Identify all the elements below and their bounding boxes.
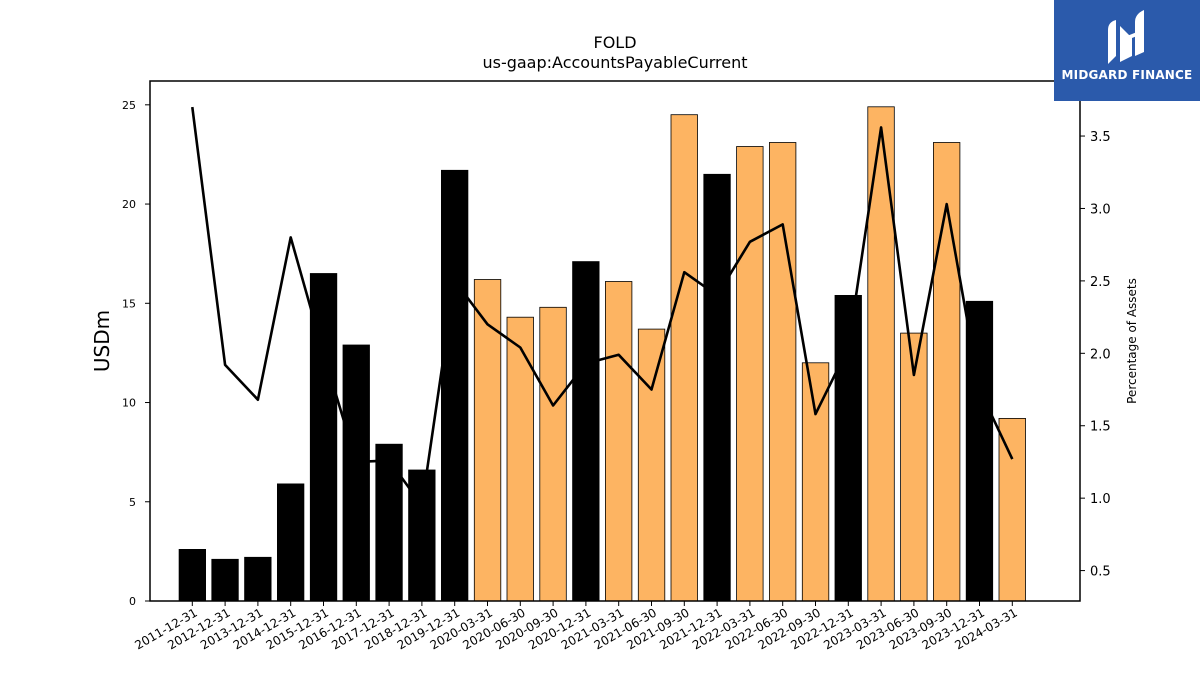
y-tick-label-right: 1.5 (1090, 420, 1111, 435)
y-tick-label-left: 25 (122, 99, 136, 112)
y-axis-label-right: Percentage of Assets (1125, 278, 1139, 404)
bars-layer (178, 106, 1026, 602)
y-tick-label-right: 1.0 (1090, 492, 1111, 507)
bar-2021-06-30 (637, 328, 666, 602)
y-tick-label-right: 3.5 (1090, 130, 1111, 145)
bar-2018-12-31 (408, 469, 436, 602)
y-tick-label-left: 10 (122, 397, 136, 410)
bar-2022-09-30 (801, 362, 830, 602)
bar-2013-12-31 (244, 556, 272, 602)
bar-2019-12-31 (440, 169, 469, 602)
y-axis-label-left: USDm (90, 310, 114, 372)
bar-2022-03-31 (736, 146, 764, 602)
bar-2020-06-30 (506, 316, 534, 602)
logo-text: MIDGARD FINANCE (1061, 68, 1193, 82)
bar-2023-09-30 (933, 142, 961, 602)
chart-subtitle: us-gaap:AccountsPayableCurrent (482, 53, 747, 72)
bar-2015-12-31 (309, 273, 338, 602)
bar-2021-09-30 (670, 114, 698, 602)
bar-2020-12-31 (572, 261, 600, 602)
y-tick-label-left: 15 (122, 297, 136, 310)
bar-2020-09-30 (539, 306, 567, 602)
brand-logo: MIDGARD FINANCE (1054, 0, 1200, 101)
y-tick-label-right: 2.0 (1090, 347, 1111, 362)
y-tick-label-left: 20 (122, 198, 136, 211)
plot-frame (149, 80, 1081, 602)
bar-2014-12-31 (276, 483, 305, 602)
bar-2012-12-31 (211, 558, 239, 602)
bar-2023-06-30 (900, 332, 928, 602)
bar-2020-03-31 (473, 279, 502, 602)
bar-2022-06-30 (769, 142, 797, 602)
y-tick-label-right: 0.5 (1090, 565, 1111, 580)
bar-2023-12-31 (965, 300, 994, 602)
y-tick-label-left: 5 (129, 496, 136, 509)
y-tick-label-left: 0 (129, 595, 136, 608)
percentage-line (191, 106, 1014, 507)
bar-2021-12-31 (703, 173, 731, 602)
line-layer (191, 106, 1014, 507)
y-tick-label-right: 3.0 (1090, 202, 1111, 217)
midgard-m-icon (1108, 10, 1144, 64)
bar-2024-03-31 (998, 417, 1026, 602)
bar-2017-12-31 (375, 443, 403, 602)
bar-2021-03-31 (605, 281, 633, 602)
bar-2016-12-31 (342, 344, 370, 602)
bar-2023-03-31 (867, 106, 895, 602)
bar-2011-12-31 (178, 549, 207, 602)
chart-title: FOLD (593, 33, 636, 52)
y-tick-label-right: 2.5 (1090, 275, 1111, 290)
